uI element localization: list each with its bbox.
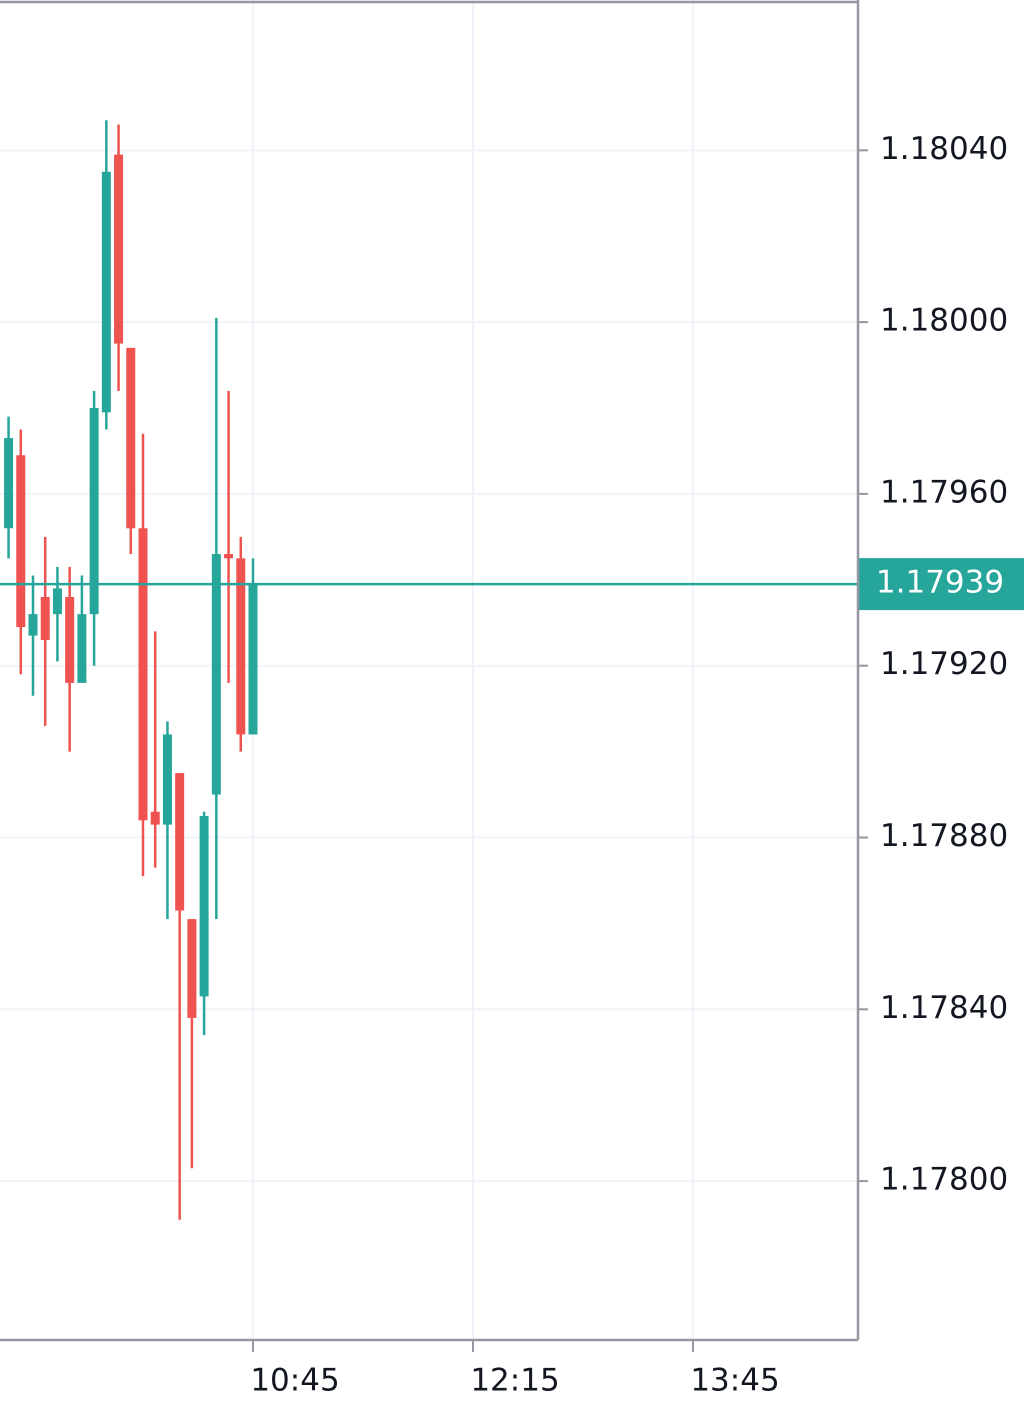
candle bbox=[101, 120, 111, 430]
candle-body bbox=[40, 596, 50, 640]
y-tick-label: 1.17920 bbox=[880, 646, 1008, 682]
candle bbox=[65, 566, 75, 752]
candle bbox=[236, 536, 246, 752]
last-price-badge bbox=[858, 558, 1024, 611]
candle-body bbox=[248, 584, 258, 735]
candle bbox=[16, 429, 26, 675]
candle bbox=[211, 317, 221, 920]
candle-body bbox=[114, 154, 124, 344]
candle-body bbox=[4, 438, 14, 529]
candle-body bbox=[28, 614, 38, 636]
candle bbox=[138, 433, 148, 877]
candle-body bbox=[162, 734, 172, 825]
candle bbox=[150, 631, 160, 868]
y-tick-label: 1.17960 bbox=[880, 474, 1008, 510]
candle-body bbox=[101, 171, 111, 413]
candle-body bbox=[65, 596, 75, 683]
x-tick-label: 13:45 bbox=[690, 1363, 779, 1399]
candle-body bbox=[175, 773, 185, 911]
x-tick-label: 12:15 bbox=[470, 1363, 559, 1399]
candle-body bbox=[138, 528, 148, 821]
candle-body bbox=[16, 455, 26, 628]
candle bbox=[175, 773, 185, 1220]
candle bbox=[199, 811, 209, 1036]
candle-body bbox=[89, 408, 99, 615]
candle bbox=[40, 536, 50, 726]
candle bbox=[187, 919, 197, 1169]
candle-body bbox=[224, 554, 234, 559]
y-tick-label: 1.17800 bbox=[880, 1162, 1008, 1198]
candle-body bbox=[187, 919, 197, 1018]
candle bbox=[52, 566, 62, 662]
candle-body bbox=[199, 816, 209, 997]
candle-body bbox=[52, 588, 62, 615]
candle bbox=[126, 347, 136, 555]
y-tick-label: 1.17880 bbox=[880, 818, 1008, 854]
candle bbox=[248, 558, 258, 735]
x-tick-label: 10:45 bbox=[250, 1363, 339, 1399]
candle bbox=[28, 575, 38, 696]
candle bbox=[77, 575, 87, 683]
candle-body bbox=[211, 554, 221, 795]
y-tick-label: 1.18000 bbox=[880, 303, 1008, 339]
candle bbox=[4, 416, 14, 559]
candle bbox=[89, 390, 99, 666]
candle-body bbox=[150, 811, 160, 825]
candle-body bbox=[126, 347, 136, 529]
candle-body bbox=[77, 614, 87, 683]
y-tick-label: 1.17840 bbox=[880, 990, 1008, 1026]
candle bbox=[114, 124, 124, 391]
candle bbox=[162, 721, 172, 920]
y-tick-label: 1.18040 bbox=[880, 131, 1008, 167]
last-price-label: 1.17939 bbox=[876, 565, 1004, 601]
candle bbox=[224, 390, 234, 683]
candle-body bbox=[236, 558, 246, 735]
